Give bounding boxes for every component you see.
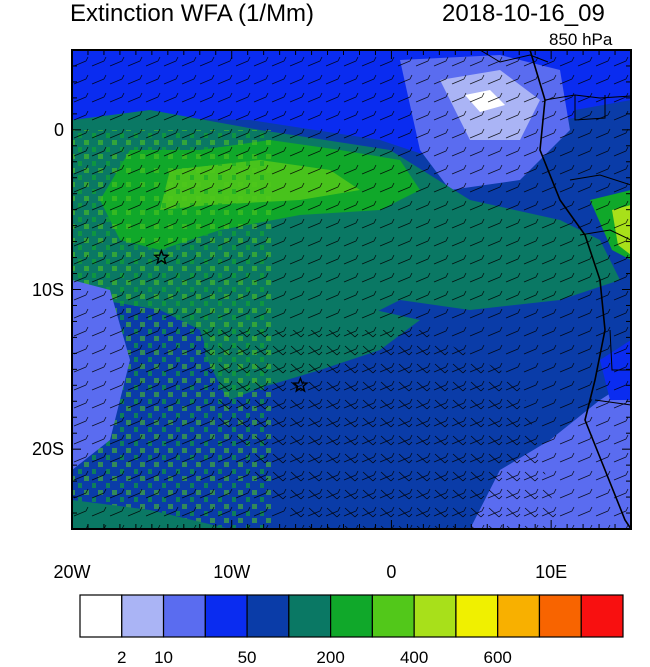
colorbar — [79, 594, 624, 638]
colorbar-label: 10 — [154, 648, 173, 667]
colorbar-swatch — [288, 594, 332, 638]
colorbar-label: 2 — [117, 648, 127, 667]
x-tick-label: 20W — [53, 562, 91, 582]
colorbar-swatch — [497, 594, 541, 638]
x-tick-label: 10E — [535, 562, 568, 582]
y-tick-label: 10S — [31, 279, 64, 300]
colorbar-label: 600 — [483, 648, 512, 667]
star-marker — [152, 248, 170, 265]
colorbar-swatch — [162, 594, 206, 638]
colorbar-swatch — [330, 594, 373, 638]
colorbar-swatch — [79, 594, 123, 638]
colorbar-label: 50 — [237, 648, 257, 667]
colorbar-label: 400 — [399, 648, 429, 667]
map-title: Extinction WFA (1/Mm) — [70, 0, 315, 27]
colorbar-swatch — [121, 594, 165, 638]
colorbar-swatch — [455, 594, 499, 638]
colorbar-swatch — [413, 594, 457, 638]
y-tick-label: 20S — [31, 439, 64, 460]
pressure-level: 850 hPa — [549, 30, 613, 49]
colorbar-swatch — [538, 594, 582, 638]
y-tick-label: 0 — [53, 119, 64, 140]
x-tick-label: 10W — [213, 562, 251, 582]
colorbar-swatch — [204, 594, 248, 638]
axis-ticks — [71, 49, 632, 530]
colorbar-label: 200 — [316, 648, 345, 667]
field-layer — [72, 50, 631, 529]
timestamp: 2018-10-16_09 — [442, 0, 605, 27]
marker-layer — [152, 248, 309, 393]
star-marker — [291, 376, 309, 393]
colorbar-swatch — [246, 594, 290, 638]
colorbar-swatch — [371, 594, 415, 638]
x-tick-label: 0 — [386, 562, 397, 582]
colorbar-swatch — [580, 594, 624, 638]
